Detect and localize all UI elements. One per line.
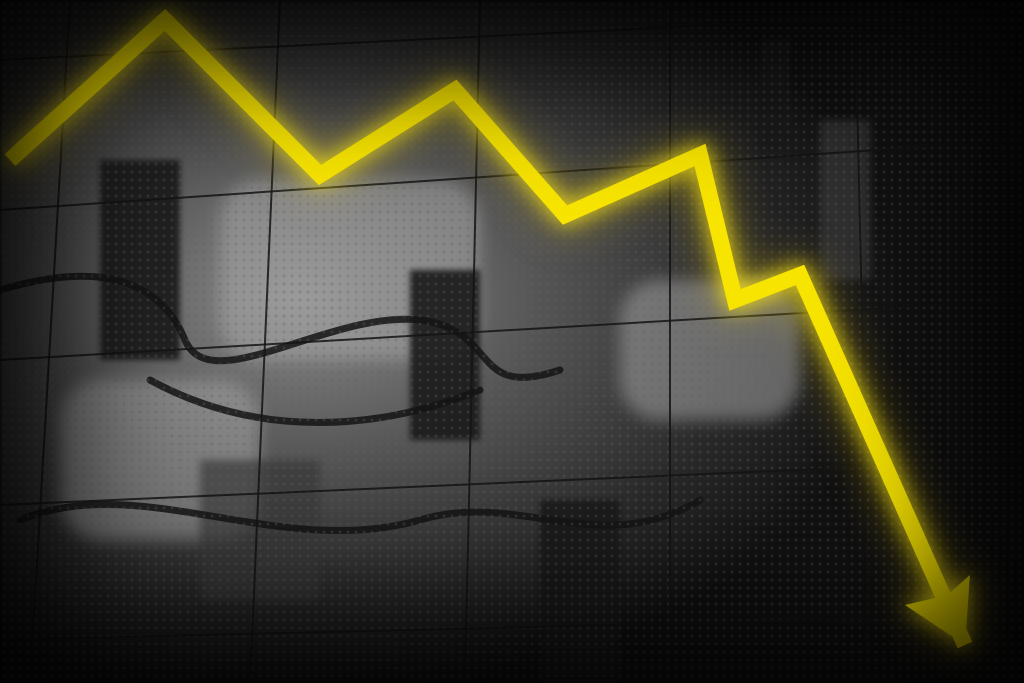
chart-stage [0, 0, 1024, 683]
trend-arrow-icon [0, 0, 1024, 683]
